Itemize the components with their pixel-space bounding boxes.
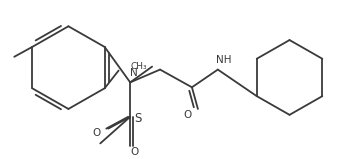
Text: CH₃: CH₃: [131, 62, 147, 71]
Text: O: O: [184, 110, 192, 120]
Text: NH: NH: [216, 55, 232, 65]
Text: O: O: [92, 128, 100, 138]
Text: N: N: [130, 68, 138, 78]
Text: S: S: [134, 112, 142, 125]
Text: O: O: [130, 147, 138, 157]
